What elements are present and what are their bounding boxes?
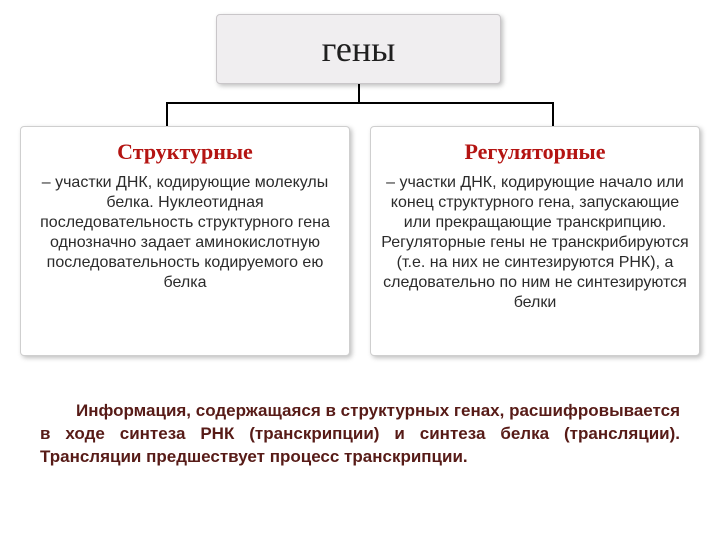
child-node-regulatory: Регуляторные – участки ДНК, кодирующие н… — [370, 126, 700, 356]
root-title: гены — [322, 28, 396, 70]
connector-drop-left — [166, 102, 168, 126]
child-node-structural: Структурные – участки ДНК, кодирующие мо… — [20, 126, 350, 356]
connector-trunk — [358, 84, 360, 102]
connector-horizontal — [166, 102, 554, 104]
child-description: – участки ДНК, кодирующие молекулы белка… — [29, 173, 341, 293]
summary-paragraph: Информация, содержащаяся в структурных г… — [40, 400, 680, 469]
child-description: – участки ДНК, кодирующие начало или кон… — [379, 173, 691, 313]
child-title: Регуляторные — [465, 139, 606, 165]
root-node: гены — [216, 14, 501, 84]
child-title: Структурные — [117, 139, 253, 165]
connector-drop-right — [552, 102, 554, 126]
